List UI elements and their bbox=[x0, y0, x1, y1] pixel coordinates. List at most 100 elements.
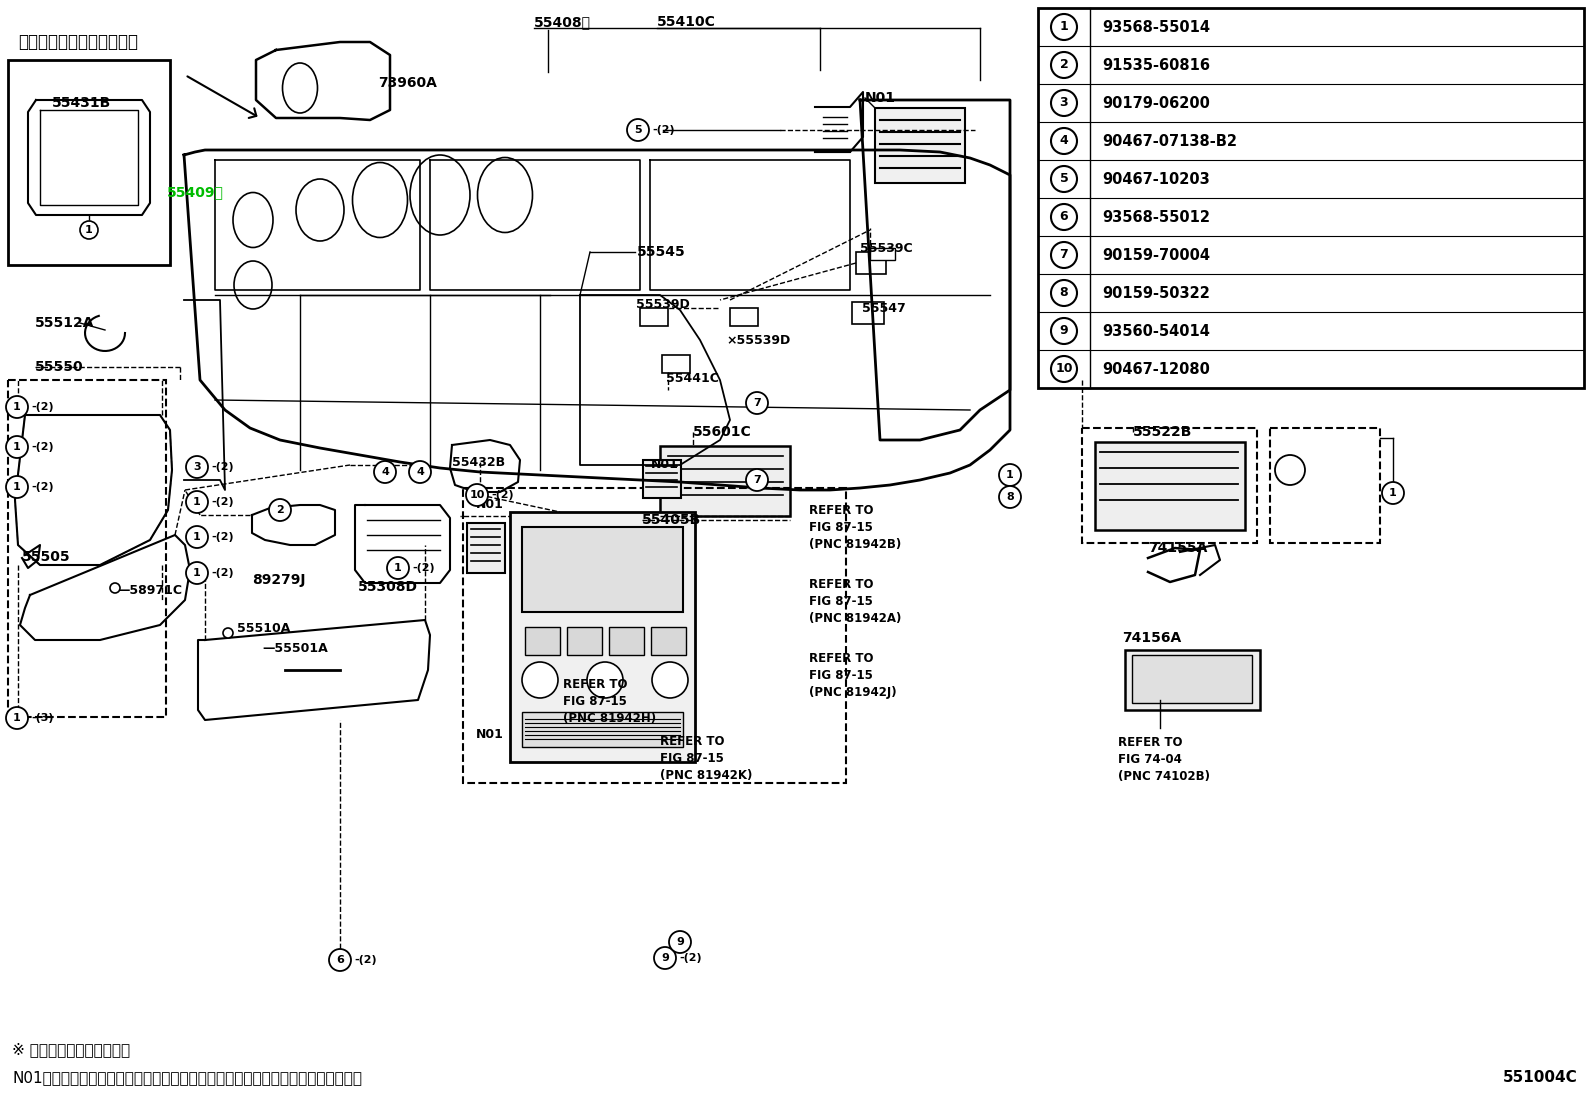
Bar bbox=[1038, 8, 1584, 388]
Bar bbox=[1095, 442, 1245, 530]
Bar bbox=[8, 60, 170, 265]
Text: 74155A: 74155A bbox=[1148, 541, 1207, 555]
Circle shape bbox=[223, 628, 232, 639]
Bar bbox=[509, 512, 696, 762]
Text: 55510A: 55510A bbox=[237, 622, 290, 634]
Bar bbox=[852, 302, 884, 324]
Circle shape bbox=[374, 460, 396, 482]
Circle shape bbox=[186, 562, 209, 584]
Text: -(2): -(2) bbox=[30, 402, 54, 412]
Text: -(2): -(2) bbox=[30, 482, 54, 492]
Text: 1: 1 bbox=[1390, 488, 1396, 498]
Text: FIG 87-15: FIG 87-15 bbox=[661, 752, 724, 765]
Text: REFER TO: REFER TO bbox=[661, 735, 724, 748]
Text: -(2): -(2) bbox=[30, 442, 54, 452]
Bar bbox=[869, 248, 895, 260]
Text: 1: 1 bbox=[13, 482, 21, 492]
Text: (PNC 81942H): (PNC 81942H) bbox=[564, 712, 656, 725]
Circle shape bbox=[466, 484, 489, 506]
Text: 8: 8 bbox=[1006, 492, 1014, 502]
Text: 5: 5 bbox=[1060, 173, 1068, 186]
Text: ※ 有り（電動格納ミラー）: ※ 有り（電動格納ミラー） bbox=[13, 1043, 131, 1057]
Text: 55539D: 55539D bbox=[635, 299, 689, 311]
Bar bbox=[522, 528, 683, 612]
Bar bbox=[1126, 650, 1259, 710]
Text: N01: N01 bbox=[476, 498, 505, 511]
Text: 2: 2 bbox=[1060, 58, 1068, 71]
Text: —55501A: —55501A bbox=[263, 642, 328, 655]
Text: 1: 1 bbox=[193, 532, 201, 542]
Bar bbox=[466, 523, 505, 573]
Bar bbox=[610, 628, 645, 655]
Circle shape bbox=[186, 491, 209, 513]
Text: 2: 2 bbox=[275, 506, 283, 515]
Circle shape bbox=[653, 662, 688, 698]
Text: FIG 87-15: FIG 87-15 bbox=[809, 669, 872, 682]
Text: 9: 9 bbox=[1060, 324, 1068, 337]
Text: 55522B: 55522B bbox=[1134, 425, 1192, 439]
Text: -(2): -(2) bbox=[212, 568, 234, 578]
Circle shape bbox=[6, 436, 29, 458]
Bar bbox=[662, 355, 689, 373]
Circle shape bbox=[1051, 318, 1078, 344]
Text: 93568-55014: 93568-55014 bbox=[1102, 20, 1210, 34]
Text: —58971C: —58971C bbox=[116, 584, 181, 597]
Circle shape bbox=[186, 456, 209, 478]
Text: -(2): -(2) bbox=[212, 532, 234, 542]
Circle shape bbox=[269, 499, 291, 521]
Text: 74156A: 74156A bbox=[1122, 631, 1181, 645]
Bar bbox=[1083, 428, 1258, 543]
Bar bbox=[640, 308, 669, 326]
Bar bbox=[567, 628, 602, 655]
Text: 7: 7 bbox=[1060, 248, 1068, 262]
Circle shape bbox=[1051, 242, 1078, 268]
Text: -(2): -(2) bbox=[412, 563, 435, 573]
Text: 55512A: 55512A bbox=[35, 317, 94, 330]
Circle shape bbox=[747, 392, 767, 414]
Text: 55547: 55547 bbox=[861, 301, 906, 314]
Text: 55431B: 55431B bbox=[53, 96, 111, 110]
Text: 4: 4 bbox=[380, 467, 388, 477]
Text: FIG 87-15: FIG 87-15 bbox=[809, 521, 872, 534]
Text: -(2): -(2) bbox=[680, 953, 702, 963]
Text: 90467-10203: 90467-10203 bbox=[1102, 171, 1210, 187]
Text: 9: 9 bbox=[677, 937, 685, 947]
Text: N01: N01 bbox=[476, 729, 505, 742]
Text: 9: 9 bbox=[661, 953, 669, 963]
Bar bbox=[731, 308, 758, 326]
Bar bbox=[856, 252, 887, 274]
Circle shape bbox=[654, 947, 677, 969]
Text: 90159-50322: 90159-50322 bbox=[1102, 286, 1210, 300]
Text: (PNC 81942A): (PNC 81942A) bbox=[809, 612, 901, 625]
Text: 3: 3 bbox=[193, 462, 201, 471]
Circle shape bbox=[747, 469, 767, 491]
Text: -(3): -(3) bbox=[30, 713, 54, 723]
Circle shape bbox=[1051, 204, 1078, 230]
Bar bbox=[1132, 655, 1251, 703]
Text: 55432B: 55432B bbox=[452, 455, 505, 468]
Text: 4: 4 bbox=[416, 467, 423, 477]
Text: (PNC 81942J): (PNC 81942J) bbox=[809, 686, 896, 699]
Text: 73960A: 73960A bbox=[377, 76, 436, 90]
Bar bbox=[643, 460, 681, 498]
Circle shape bbox=[409, 460, 431, 482]
Text: 7: 7 bbox=[753, 398, 761, 408]
Text: 6: 6 bbox=[1060, 211, 1068, 223]
Text: -(2): -(2) bbox=[653, 125, 675, 135]
Text: 93568-55012: 93568-55012 bbox=[1102, 210, 1210, 224]
Circle shape bbox=[110, 582, 119, 593]
Bar bbox=[651, 628, 686, 655]
Bar bbox=[1270, 428, 1380, 543]
Text: 4: 4 bbox=[1060, 134, 1068, 147]
Text: N01: N01 bbox=[864, 91, 896, 106]
Text: 55410C: 55410C bbox=[657, 15, 716, 29]
Text: 1: 1 bbox=[1060, 21, 1068, 33]
Circle shape bbox=[330, 950, 350, 972]
Circle shape bbox=[587, 662, 622, 698]
Text: 1: 1 bbox=[13, 713, 21, 723]
Text: REFER TO: REFER TO bbox=[1118, 736, 1183, 750]
Text: 6: 6 bbox=[336, 955, 344, 965]
Text: (PNC 81942K): (PNC 81942K) bbox=[661, 769, 753, 782]
Text: 1: 1 bbox=[13, 402, 21, 412]
Circle shape bbox=[6, 396, 29, 418]
